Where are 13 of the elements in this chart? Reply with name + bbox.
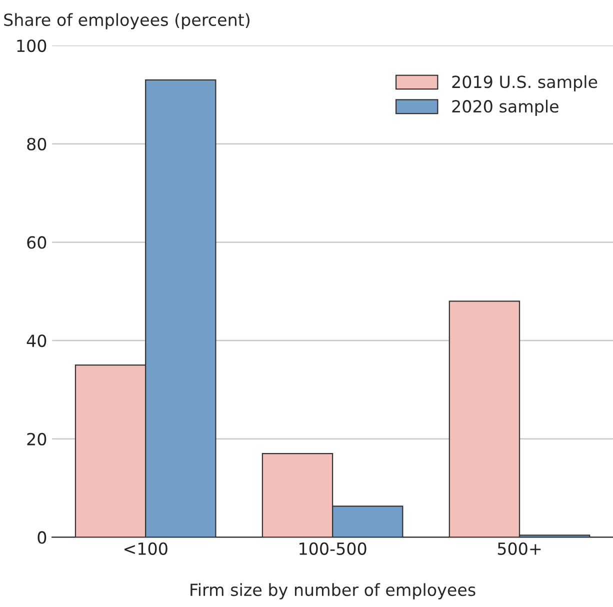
x-tick-label: <100 — [124, 542, 168, 555]
x-axis-title: Firm size by number of employees — [190, 583, 476, 600]
y-tick-label: 60 — [27, 236, 46, 249]
y-tick-label: 80 — [27, 138, 46, 150]
y-tick-label: 100 — [17, 39, 46, 52]
y-tick-label: 20 — [27, 432, 46, 446]
legend-label: 2019 U.S. sample — [452, 75, 598, 92]
x-tick-label: 100-500 — [300, 542, 366, 555]
y-axis-title: Share of employees (percent) — [4, 13, 250, 30]
x-tick-label: 500+ — [498, 542, 541, 555]
y-tick-label: 40 — [26, 334, 46, 348]
y-tick-label: 0 — [38, 531, 46, 544]
legend-label: 2020 sample — [452, 100, 558, 116]
